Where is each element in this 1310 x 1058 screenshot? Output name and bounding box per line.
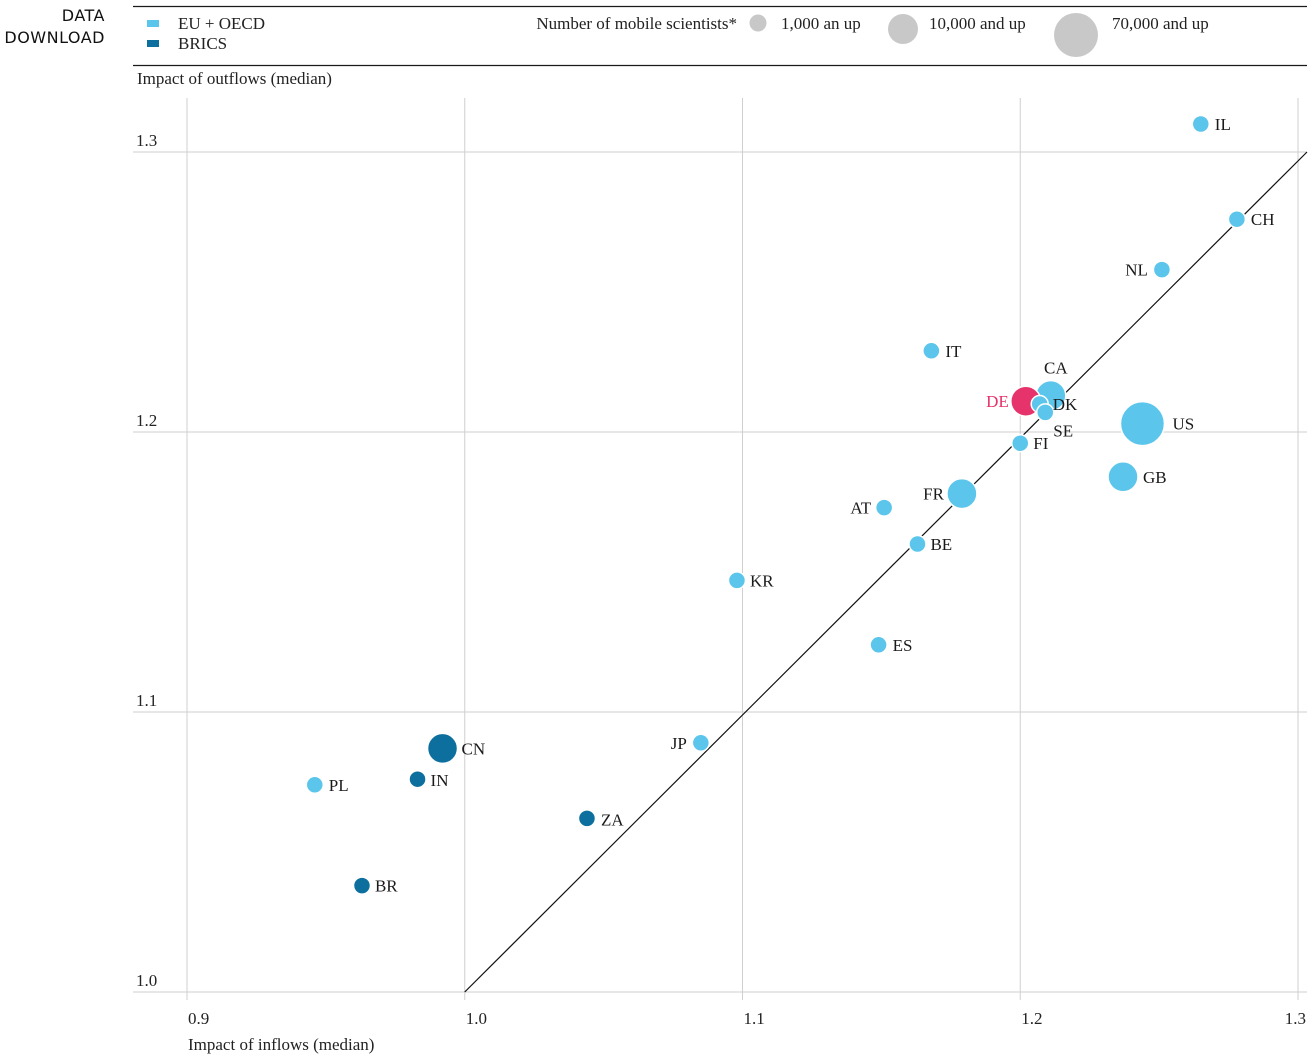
y-tick-label: 1.2 <box>136 411 157 430</box>
x-tick-label: 0.9 <box>188 1009 209 1028</box>
point-se <box>1035 403 1055 422</box>
point-it <box>922 341 941 361</box>
y-tick-label: 1.1 <box>136 691 157 710</box>
tick-labels: 0.9 1.0 1.1 1.2 1.3 1.0 1.1 1.2 1.3 <box>136 131 1306 1028</box>
x-tick-label: 1.3 <box>1285 1009 1306 1028</box>
x-axis-title: Impact of inflows (median) <box>188 1035 374 1054</box>
point-label-jp: JP <box>671 734 687 753</box>
point-label-kr: KR <box>750 571 774 590</box>
point-be <box>908 534 927 554</box>
point-cn <box>426 732 459 765</box>
legend-size-small-dot <box>749 14 767 32</box>
legend-eu-oecd-label: EU + OECD <box>178 14 265 33</box>
point-at <box>874 498 894 517</box>
point-label-za: ZA <box>601 810 624 829</box>
point-fi <box>1011 433 1030 453</box>
point-label-ca: CA <box>1044 359 1068 378</box>
point-es <box>869 635 888 655</box>
point-kr <box>727 571 747 590</box>
legend-groups: EU + OECD BRICS <box>147 14 265 53</box>
point-jp <box>691 733 711 753</box>
point-label-be: BE <box>930 535 952 554</box>
legend-size-medium-label: 10,000 and up <box>929 14 1026 33</box>
point-labels: IL CH NL IT CA DE DK SE US FI GB FR AT BE KR ES JP CN IN PL… <box>329 115 1275 896</box>
point-label-br: BR <box>375 877 398 896</box>
data-points <box>305 114 1247 895</box>
point-fr <box>946 477 978 510</box>
point-label-ch: CH <box>1251 210 1275 229</box>
point-label-cn: CN <box>462 739 486 758</box>
point-gb <box>1107 461 1139 493</box>
point-label-pl: PL <box>329 776 349 795</box>
point-ch <box>1227 209 1247 229</box>
x-tick-label: 1.0 <box>466 1009 487 1028</box>
point-za <box>577 809 597 828</box>
point-label-il: IL <box>1215 115 1231 134</box>
data-download-link[interactable]: DATA DOWNLOAD <box>4 5 105 49</box>
data-download-line2: DOWNLOAD <box>4 28 105 47</box>
legend-sizes: Number of mobile scientists* 1,000 an up… <box>536 13 1209 57</box>
diagonal-line-group <box>464 151 1308 993</box>
gridlines <box>133 98 1307 1000</box>
point-label-in: IN <box>431 771 449 790</box>
y-tick-label: 1.3 <box>136 131 157 150</box>
point-us <box>1119 400 1166 447</box>
legend-size-small-label: 1,000 an up <box>781 14 861 33</box>
point-label-nl: NL <box>1125 261 1148 280</box>
y-axis-title: Impact of outflows (median) <box>137 69 332 88</box>
legend-size-medium-dot <box>888 14 918 44</box>
point-label-dk: DK <box>1053 395 1078 414</box>
point-il <box>1191 114 1211 134</box>
x-tick-label: 1.2 <box>1021 1009 1042 1028</box>
point-br <box>352 876 372 895</box>
point-label-de: DE <box>986 392 1009 411</box>
point-label-es: ES <box>893 636 913 655</box>
point-label-se: SE <box>1053 421 1073 440</box>
point-label-gb: GB <box>1143 468 1167 487</box>
x-tick-label: 1.1 <box>744 1009 765 1028</box>
point-in <box>408 769 427 789</box>
point-label-at: AT <box>850 499 871 518</box>
point-nl <box>1152 260 1172 279</box>
point-pl <box>305 775 325 795</box>
legend-brics-label: BRICS <box>178 34 227 53</box>
point-label-fr: FR <box>923 485 944 504</box>
diagonal-line <box>464 151 1308 993</box>
legend-eu-oecd-swatch <box>147 20 159 27</box>
data-download-line1: DATA <box>61 6 105 25</box>
point-label-it: IT <box>945 342 962 361</box>
point-label-us: US <box>1172 415 1194 434</box>
legend-size-large-label: 70,000 and up <box>1112 14 1209 33</box>
point-label-fi: FI <box>1033 434 1048 453</box>
legend-brics-swatch <box>147 40 159 47</box>
legend-size-title: Number of mobile scientists* <box>536 14 737 33</box>
y-tick-label: 1.0 <box>136 971 157 990</box>
legend-size-large-dot <box>1054 13 1098 57</box>
